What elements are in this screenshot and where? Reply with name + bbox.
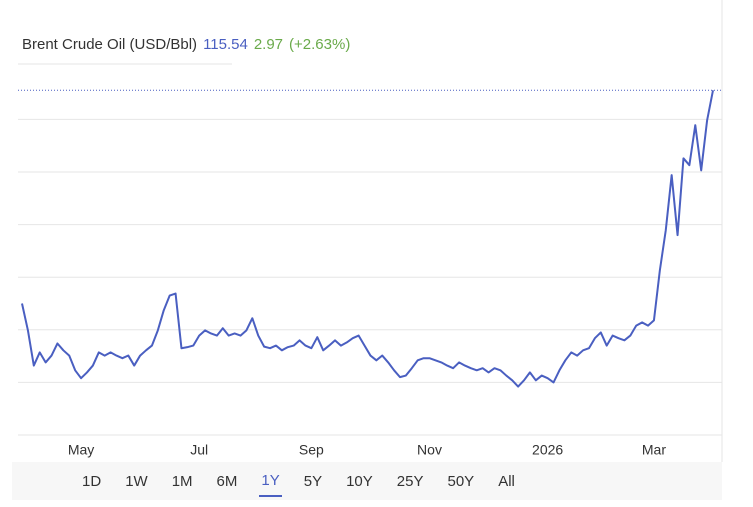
- price: 115.54: [203, 36, 248, 53]
- change: 2.97: [253, 36, 284, 53]
- x-tick-label: Nov: [417, 442, 442, 458]
- range-button[interactable]: 1W: [125, 472, 148, 490]
- x-tick-label: Sep: [299, 442, 324, 458]
- x-tick-label: Mar: [642, 442, 666, 458]
- range-button[interactable]: 1M: [171, 472, 193, 490]
- price-line: [21, 90, 714, 388]
- range-button[interactable]: All: [498, 472, 515, 490]
- range-button[interactable]: 25Y: [396, 472, 424, 490]
- change-percent: (+2.63%): [289, 36, 351, 53]
- range-bar: 1D 1W 1M 6M 1Y 5Y 10Y 25Y 50Y All: [12, 462, 722, 500]
- x-tick-label: May: [68, 442, 94, 458]
- range-button[interactable]: 50Y: [447, 472, 475, 490]
- chart: May Jul Sep Nov 2026 Mar: [18, 0, 723, 462]
- title: Brent Crude Oil (USD/Bbl): [22, 36, 198, 53]
- range-button[interactable]: 6M: [216, 472, 238, 490]
- x-tick-label: Jul: [190, 442, 208, 458]
- header: Brent Crude Oil (USD/Bbl) 115.54 2.97 (+2.6…: [22, 36, 356, 53]
- range-button[interactable]: 1Y: [259, 466, 282, 497]
- range-button[interactable]: 1D: [82, 472, 102, 490]
- range-button[interactable]: 5Y: [303, 472, 323, 490]
- x-tick-label: 2026: [532, 442, 563, 458]
- range-button[interactable]: 10Y: [346, 472, 373, 490]
